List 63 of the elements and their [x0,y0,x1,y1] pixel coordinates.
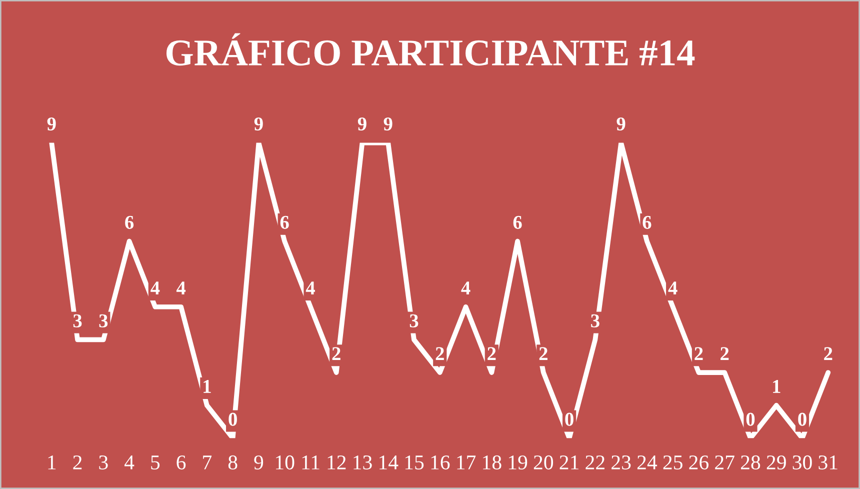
data-label: 3 [73,314,82,328]
x-tick-label: 1 [48,456,56,470]
x-tick-label: 20 [534,455,554,470]
x-tick-label: 15 [405,456,424,470]
x-tick-label: 29 [766,455,786,470]
x-tick-label: 11 [302,456,320,470]
data-label: 9 [616,117,626,131]
data-label: 6 [642,216,652,229]
x-tick-label: 13 [354,455,372,470]
data-label: 2 [488,347,496,360]
data-label: 9 [384,117,392,131]
x-tick-label: 24 [637,455,658,470]
data-label: 0 [798,412,806,426]
data-label: 4 [668,282,678,294]
data-label: 0 [746,412,755,426]
data-label: 2 [824,347,832,360]
data-label: 6 [125,216,134,229]
data-label: 3 [591,314,600,328]
x-tick-label: 21 [560,455,578,470]
data-label: 9 [358,117,366,131]
data-label: 6 [280,216,289,229]
x-tick-label: 31 [818,455,838,470]
x-tick-label: 2 [73,455,82,470]
data-label: 3 [410,314,418,328]
x-tick-label: 17 [457,456,476,470]
x-tick-label: 25 [663,455,682,470]
x-tick-label: 16 [431,455,450,470]
x-tick-label: 14 [380,456,398,470]
data-label: 0 [565,412,574,426]
data-label: 3 [99,314,108,328]
data-label: 2 [436,347,444,360]
data-label: 4 [176,282,186,294]
x-tick-label: 27 [715,455,734,470]
x-tick-label: 10 [276,455,294,470]
x-tick-label: 22 [586,455,604,470]
data-label: 2 [720,347,729,360]
x-tick-label: 23 [612,455,631,470]
data-label: 1 [204,380,211,393]
data-label: 1 [773,380,780,393]
x-tick-label: 28 [740,455,760,470]
x-tick-label: 9 [254,455,264,470]
x-tick-label: 8 [228,455,238,470]
chart-title: GRÁFICO PARTICIPANTE #14 [166,33,695,66]
data-label: 4 [306,282,315,294]
x-tick-label: 18 [483,455,502,470]
data-label: 2 [332,347,340,360]
data-label: 9 [47,117,56,131]
data-label: 4 [461,282,470,294]
x-tick-label: 12 [328,455,346,470]
data-label: 0 [228,412,237,426]
data-label: 6 [513,216,522,229]
data-label: 9 [254,117,263,131]
data-label: 2 [694,347,703,360]
data-label: 4 [150,282,160,294]
x-tick-label: 4 [124,456,134,470]
x-tick-label: 30 [792,455,812,470]
x-tick-label: 3 [99,455,108,470]
x-tick-label: 26 [689,455,709,470]
data-label: 2 [539,347,548,360]
x-tick-label: 7 [203,456,212,470]
x-tick-label: 6 [176,455,186,470]
x-tick-label: 5 [151,456,160,470]
x-tick-label: 19 [508,455,528,470]
